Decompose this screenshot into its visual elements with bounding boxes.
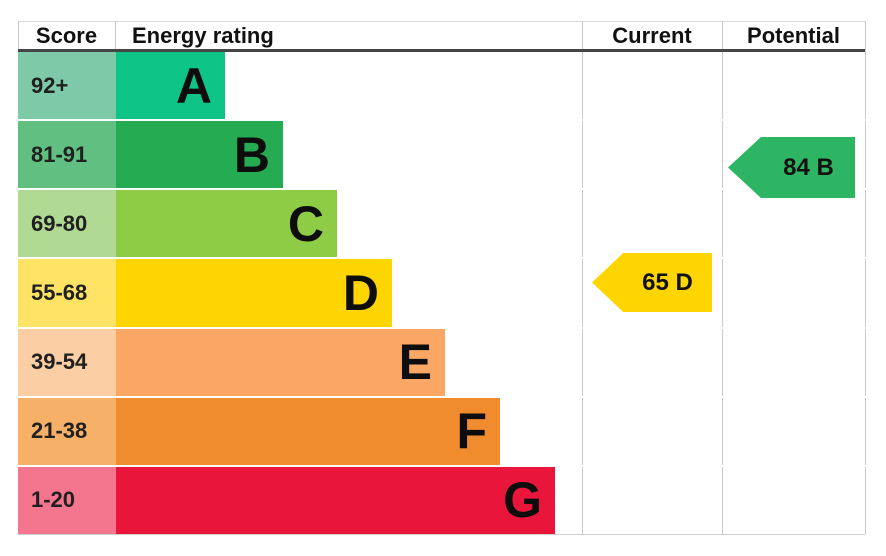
- band-score-range: 21-38: [31, 418, 88, 444]
- potential-rating-label: 84 B: [783, 153, 834, 181]
- table-right-border: [865, 21, 866, 534]
- band-score-cell: 81-91: [18, 121, 116, 189]
- header-underline: [18, 49, 865, 52]
- band-letter: C: [287, 195, 324, 252]
- current-potential-divider: [722, 21, 723, 534]
- potential-column-header: Potential: [747, 22, 840, 48]
- band-bar: A: [116, 52, 225, 120]
- band-bar: D: [116, 259, 392, 327]
- band-score-range: 69-80: [31, 210, 88, 236]
- band-row-c: 69-80 C: [18, 190, 867, 260]
- header-left-border: [18, 21, 19, 50]
- band-score-range: 39-54: [31, 349, 88, 375]
- band-score-range: 81-91: [31, 141, 88, 167]
- table-bottom-border: [18, 534, 865, 535]
- band-score-cell: 1-20: [18, 466, 116, 534]
- table-top-border: [18, 21, 865, 22]
- band-letter: G: [503, 472, 542, 529]
- band-row-f: 21-38 F: [18, 397, 867, 467]
- band-letter: F: [456, 403, 487, 460]
- current-column-header: Current: [612, 22, 692, 48]
- energy-rating-column-header: Energy rating: [132, 22, 274, 48]
- band-score-cell: 92+: [18, 52, 116, 120]
- band-bar: G: [116, 466, 555, 534]
- band-letter: E: [398, 334, 432, 391]
- band-score-range: 55-68: [31, 279, 88, 305]
- band-score-range: 92+: [31, 72, 69, 98]
- band-score-cell: 55-68: [18, 259, 116, 327]
- band-score-cell: 39-54: [18, 328, 116, 396]
- band-letter: B: [233, 126, 270, 183]
- band-row-g: 1-20 G: [18, 466, 867, 534]
- band-score-cell: 69-80: [18, 190, 116, 258]
- band-letter: A: [175, 57, 212, 114]
- band-bar: E: [116, 328, 445, 396]
- band-row-d: 55-68 D: [18, 259, 867, 329]
- current-rating-label: 65 D: [642, 268, 693, 296]
- band-row-a: 92+ A: [18, 52, 867, 122]
- current-column-left-border: [582, 21, 583, 534]
- band-bar: B: [116, 121, 283, 189]
- band-bar: F: [116, 397, 500, 465]
- band-score-range: 1-20: [31, 487, 76, 513]
- score-column-divider: [115, 21, 116, 50]
- band-row-b: 81-91 B: [18, 121, 867, 191]
- band-row-e: 39-54 E: [18, 328, 867, 398]
- rating-bands: 92+ A 81-91 B 69-80 C 55-68 D 39-54 E 21…: [18, 52, 867, 534]
- band-bar: C: [116, 190, 337, 258]
- band-letter: D: [342, 264, 379, 321]
- band-score-cell: 21-38: [18, 397, 116, 465]
- score-column-header: Score: [35, 22, 98, 48]
